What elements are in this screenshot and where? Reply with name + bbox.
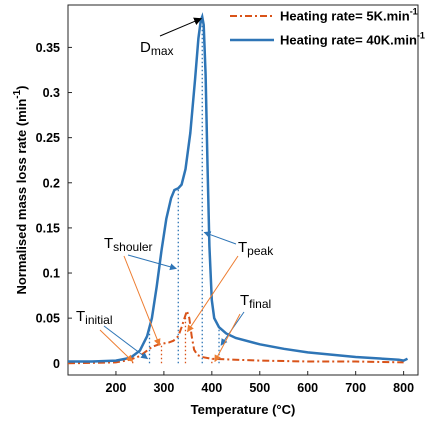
series-line [67,307,404,365]
legend-label: Heating rate= 5K.min-1 [280,7,418,24]
annotation-arrow [99,329,134,362]
annotation-arrow [214,313,241,363]
annotation-sub: initial [85,313,112,327]
x-tick-label: 500 [249,381,270,395]
annotation: Tpeak [238,239,274,258]
x-tick-label: 200 [106,381,127,395]
legend-sup: -1 [417,31,425,41]
annotation-sub: final [249,297,271,311]
y-tick-label: 0.2 [43,176,60,190]
y-tick-label: 0.3 [43,86,60,100]
annotation-arrow [103,325,149,360]
annotation-arrow [159,17,203,37]
x-tick-label: 300 [153,381,174,395]
legend-label: Heating rate= 40K.min-1 [280,31,425,48]
legend-text: Heating rate= 5K.min [280,9,410,24]
annotation: Tfinal [240,292,271,311]
y-tick-label: 0.35 [36,41,60,55]
legend-text: Heating rate= 40K.min [280,33,417,48]
x-tick-label: 700 [345,381,366,395]
y-tick-label: 0 [53,357,60,371]
y-tick-label: 0.1 [43,267,60,281]
x-axis-label: Temperature (°C) [191,402,296,417]
annotation-main: T [238,239,247,256]
y-label-sup: -1 [12,89,23,98]
y-label-text: ) [14,85,29,89]
annotation-arrow [203,231,237,245]
plot-frame [67,4,419,376]
y-tick-label: 0.15 [36,221,60,235]
annotation: Dmax [140,39,174,58]
annotation-main: T [240,292,249,309]
y-tick-label: 0.05 [36,312,60,326]
annotation-arrow [187,255,239,333]
annotation-main: D [140,39,151,56]
y-tick-label: 0.25 [36,131,60,145]
annotation-main: T [104,235,113,252]
x-tick-label: 800 [393,381,414,395]
annotation-sub: shouler [113,240,152,254]
annotation: Tinitial [76,308,113,327]
series-line [68,12,409,363]
y-label-text: Normalised mass loss rate (min [14,99,29,295]
y-axis-label: Normalised mass loss rate (min-1) [12,85,29,294]
annotation-sub: max [151,44,174,58]
annotation-sub: peak [247,244,274,258]
x-tick-label: 400 [201,381,222,395]
annotation-arrow [127,254,177,271]
x-tick-label: 600 [297,381,318,395]
legend-sup: -1 [410,7,418,17]
annotation: Tshouler [104,235,153,254]
annotation-arrow [123,255,161,346]
annotation-main: T [76,308,85,325]
